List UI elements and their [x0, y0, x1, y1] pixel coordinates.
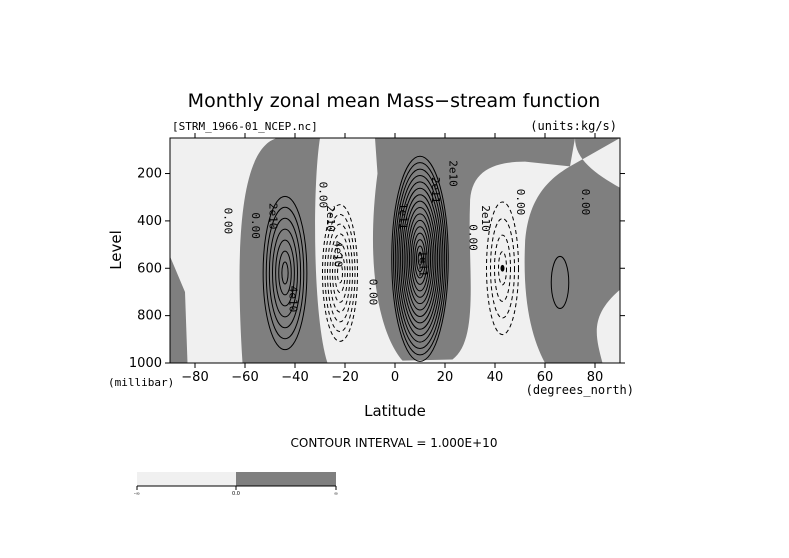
southern-positive-cell-contour-4 — [272, 228, 298, 318]
colorbar-label-zero: 0.0 — [232, 491, 240, 497]
file-label: [STRM_1966-01_NCEP.nc] — [172, 120, 318, 133]
southern-positive-cell-contour-5 — [268, 217, 302, 329]
northern-negative-cell-contour-3 — [490, 218, 515, 319]
chart-title: Monthly zonal mean Mass−stream function — [188, 90, 601, 112]
colorbar: -∞ 0.0 ∞ — [134, 472, 338, 497]
tropical-positive-cell-contour-8 — [405, 207, 435, 311]
southern-positive-cell-contour-7 — [262, 195, 308, 351]
contour-label: 4e10 — [287, 286, 300, 313]
tropical-positive-cell-contour-16 — [391, 155, 449, 362]
tropical-positive-cell-contour-12 — [398, 181, 442, 337]
contour-label: 0.00 — [579, 189, 592, 216]
tropical-positive-cell-contour-6 — [408, 219, 432, 298]
y-tick-label: 800 — [137, 309, 162, 324]
contour-labels: 0.00 0.00 2e104e100.002e104e100.001e111e11… — [222, 160, 593, 313]
x-tick-label: 0 — [391, 370, 399, 385]
y-axis-units: (millibar) — [108, 376, 174, 389]
tropical-positive-cell-contour-7 — [407, 213, 433, 305]
x-tick-label: −80 — [181, 370, 208, 385]
colorbar-positive-swatch — [236, 472, 336, 486]
southern-negative-cell-contour-2 — [334, 252, 346, 294]
contour-label: 2e10 — [447, 160, 460, 187]
shade-northern-upper-bridge — [525, 138, 575, 167]
contour-label: 0.00 — [367, 279, 380, 306]
y-axis-ticks: 200 400 600 800 1000 — [129, 167, 625, 371]
shade-southern-positive-cell — [239, 138, 328, 363]
contour-label: 2e10 — [267, 203, 280, 230]
contour-label: 4e10 — [332, 241, 345, 267]
x-tick-label: 20 — [437, 370, 454, 385]
northern-negative-cell-contour-2 — [494, 234, 511, 302]
colorbar-negative-swatch — [137, 472, 236, 486]
colorbar-label-max: ∞ — [334, 491, 338, 497]
tropical-positive-cell-contour-14 — [394, 168, 446, 350]
southern-positive-cell-contour-3 — [275, 239, 295, 307]
contour-label: 2e11 — [429, 177, 442, 204]
southern-negative-cell-contour-3 — [332, 243, 348, 303]
contour-lines — [262, 155, 570, 362]
units-label: (units:kg/s) — [530, 119, 617, 133]
tropical-positive-cell-contour-9 — [403, 200, 437, 317]
contour-label: 2e10 — [324, 205, 337, 232]
tropical-positive-cell-contour-5 — [410, 226, 430, 292]
tropical-positive-cell-contour-13 — [396, 174, 444, 343]
contour-label: 1e11 — [397, 203, 410, 230]
tropical-positive-cell-contour-11 — [400, 187, 440, 330]
y-axis-label: Level — [107, 230, 125, 270]
northern-negative-cell-contour-1 — [498, 251, 507, 286]
x-tick-label: 80 — [587, 370, 604, 385]
x-tick-label: −20 — [331, 370, 358, 385]
x-axis-label: Latitude — [364, 402, 426, 420]
contour-label: 2e10 — [479, 205, 492, 232]
tropical-positive-cell-contour-15 — [393, 162, 447, 356]
x-tick-label: 60 — [537, 370, 554, 385]
contour-interval-label: CONTOUR INTERVAL = 1.000E+10 — [291, 436, 498, 450]
shade-southern-polar — [170, 256, 188, 363]
southern-positive-cell-contour-6 — [265, 206, 305, 340]
tropical-positive-cell-contour-4 — [412, 232, 428, 285]
contour-label: 0.00 — [467, 224, 480, 251]
y-tick-label: 200 — [137, 167, 162, 182]
northern-negative-cell-contour-4 — [486, 201, 519, 336]
x-tick-label: 40 — [487, 370, 504, 385]
x-axis-ticks: −80 −60 −40 −20 0 20 40 60 80 — [181, 133, 603, 385]
shade-northern-positive-region — [524, 138, 620, 363]
southern-negative-cell-contour-7 — [322, 204, 358, 342]
southern-negative-cell-contour-1 — [337, 262, 343, 284]
southern-positive-cell-contour-2 — [278, 250, 292, 296]
southern-negative-cell-contour-5 — [327, 223, 353, 323]
x-tick-label: −60 — [231, 370, 258, 385]
y-tick-label: 400 — [137, 214, 162, 229]
y-tick-label: 1000 — [129, 356, 162, 371]
northern-negative-core — [500, 264, 505, 272]
tropical-positive-cell-contour-1 — [417, 251, 423, 266]
southern-positive-cell-contour-1 — [281, 261, 289, 285]
contour-label: 0.00 — [514, 189, 527, 216]
tropical-positive-cell-contour-2 — [415, 245, 425, 273]
tropical-positive-cell-contour-10 — [401, 194, 439, 324]
y-tick-label: 600 — [137, 261, 162, 276]
polar-positive-cell-contour-1 — [550, 255, 570, 310]
contour-label: 0.00 — [317, 182, 330, 209]
tropical-positive-cell-contour-3 — [414, 239, 426, 279]
contour-label: 1e11 — [417, 250, 430, 277]
plot-area: 0.00 0.00 2e104e100.002e104e100.001e111e11… — [169, 137, 621, 364]
colorbar-label-min: -∞ — [134, 491, 140, 497]
contour-label: 0.00 — [249, 212, 262, 239]
southern-negative-cell-contour-4 — [329, 233, 351, 313]
x-axis-units: (degrees_north) — [526, 383, 634, 397]
x-tick-label: −40 — [281, 370, 308, 385]
contour-label: 0.00 — [222, 208, 235, 235]
southern-negative-cell-contour-6 — [324, 213, 356, 333]
